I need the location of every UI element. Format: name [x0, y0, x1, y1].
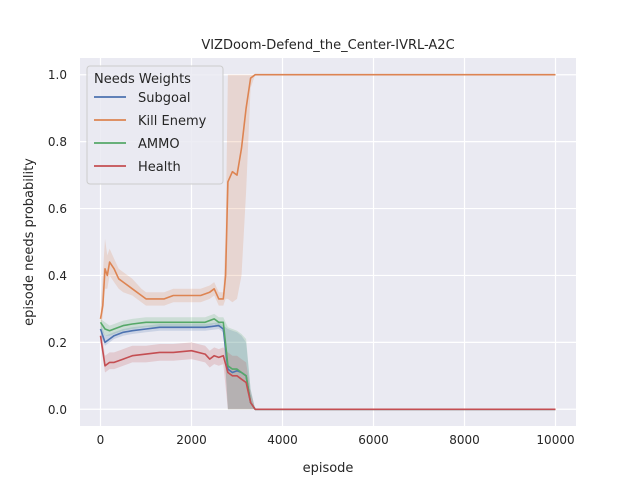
legend-label-subgoal: Subgoal	[138, 91, 191, 106]
line-health	[99, 335, 556, 411]
x-axis-label: episode	[303, 461, 354, 476]
band-kill-enemy	[100, 74, 556, 329]
y-tick-label: 1.0	[48, 68, 67, 82]
tick-labels: 0 2000 4000 6000 8000 10000 0.0 0.2 0.4 0.6 0.8 1.0	[48, 68, 575, 447]
x-tick-label: 2000	[176, 433, 207, 447]
legend: Needs Weights Subgoal Kill Enemy AMMO Healt…	[86, 65, 224, 185]
y-axis-label: episode needs probability	[22, 158, 37, 326]
legend-items: Subgoal Kill Enemy AMMO Health	[94, 91, 207, 175]
y-tick-label: 0.6	[48, 202, 67, 216]
y-tick-label: 0.8	[48, 135, 67, 149]
grid	[80, 58, 576, 426]
chart-title: VIZDoom-Defend_the_Center-IVRL-A2C	[201, 38, 454, 53]
legend-title: Needs Weights	[94, 72, 191, 87]
x-tick-label: 6000	[358, 433, 389, 447]
y-tick-label: 0.4	[48, 269, 67, 283]
band-subgoal	[100, 322, 556, 410]
series-lines	[99, 73, 556, 411]
confidence-bands	[100, 74, 556, 410]
y-tick-label: 0.0	[48, 403, 67, 417]
y-tick-label: 0.2	[48, 336, 67, 350]
legend-label-health: Health	[138, 160, 181, 175]
x-tick-label: 0	[97, 433, 105, 447]
legend-box	[86, 65, 224, 185]
band-ammo	[100, 313, 556, 410]
legend-label-kill-enemy: Kill Enemy	[138, 114, 207, 129]
x-tick-label: 10000	[536, 433, 574, 447]
legend-label-ammo: AMMO	[138, 137, 180, 152]
x-tick-label: 4000	[267, 433, 298, 447]
line-kill-enemy	[99, 73, 556, 320]
x-tick-label: 8000	[449, 433, 480, 447]
